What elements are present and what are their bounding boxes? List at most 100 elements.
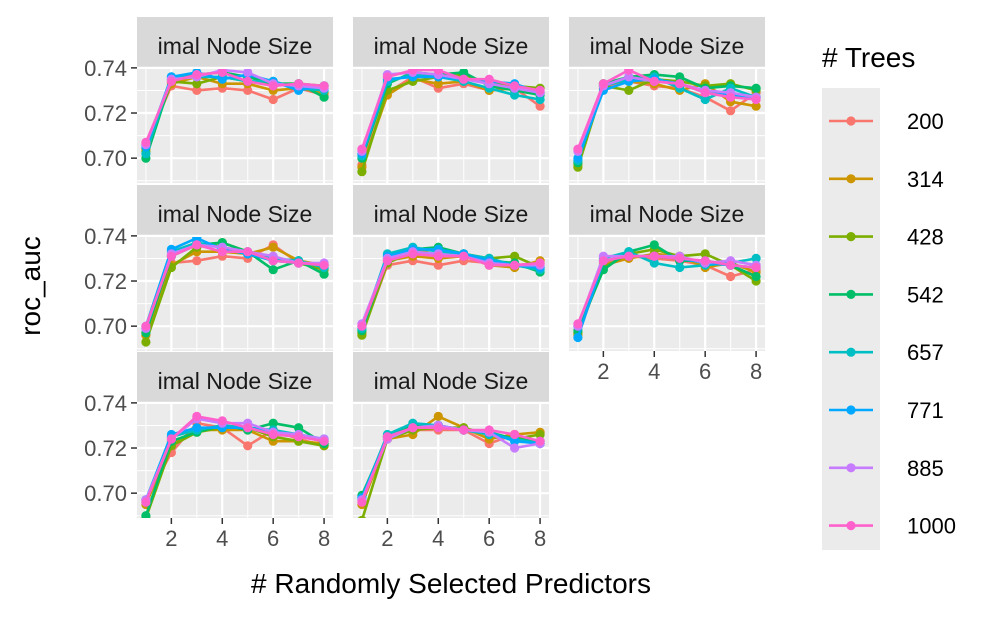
data-point	[751, 101, 761, 111]
plot-area	[141, 411, 329, 518]
facet-strip-label: imal Node Size	[158, 33, 313, 59]
data-point	[598, 79, 609, 89]
data-point	[192, 240, 202, 250]
facet-strip	[569, 17, 765, 69]
data-point	[357, 497, 367, 507]
legend-key-point	[846, 463, 856, 473]
data-point	[268, 81, 278, 91]
legend-key-background	[822, 88, 880, 550]
legend-key-point	[846, 289, 856, 299]
data-point	[675, 79, 685, 89]
legend-key-point	[846, 347, 856, 357]
data-point	[433, 69, 443, 75]
data-point	[217, 416, 227, 426]
data-point	[319, 260, 329, 270]
data-point	[535, 258, 545, 268]
data-point	[217, 74, 227, 84]
data-point	[573, 319, 583, 329]
legend-title: # Trees	[822, 42, 915, 73]
data-point	[141, 337, 151, 347]
data-point	[319, 81, 329, 91]
data-point	[243, 441, 253, 451]
data-point	[166, 434, 176, 444]
legend-key-point	[846, 405, 856, 415]
data-point	[319, 92, 329, 102]
data-point	[624, 251, 634, 261]
plot-area	[573, 240, 761, 343]
legend-entry-label: 542	[907, 282, 944, 307]
data-point	[649, 258, 659, 268]
data-point	[268, 429, 278, 440]
data-point	[141, 511, 151, 518]
data-point	[573, 144, 583, 154]
data-point	[459, 69, 469, 77]
data-point	[509, 260, 520, 270]
data-point	[484, 425, 494, 435]
legend-entry-label: 771	[907, 398, 944, 423]
data-point	[751, 94, 761, 105]
y-tick-label: 0.74	[84, 224, 127, 249]
data-point	[726, 92, 736, 102]
facet-strip	[137, 17, 333, 69]
facet-panel: imal Node Size	[353, 185, 549, 351]
data-point	[535, 436, 545, 446]
legend-entry-label: 657	[907, 340, 944, 365]
plot-area	[573, 69, 761, 172]
facet-strip-label: imal Node Size	[374, 368, 529, 394]
data-point	[319, 269, 329, 279]
data-point	[509, 443, 520, 453]
data-point	[141, 321, 151, 331]
data-point	[319, 436, 329, 446]
legend-entry-label: 885	[907, 456, 944, 481]
x-axis-title: # Randomly Selected Predictors	[251, 568, 651, 599]
plot-area	[357, 242, 545, 340]
data-point	[675, 72, 685, 82]
data-point	[649, 240, 659, 250]
data-point	[382, 432, 392, 442]
data-point	[408, 423, 418, 433]
data-point	[726, 271, 736, 282]
legend-entry-label: 1000	[907, 514, 956, 539]
y-tick-label: 0.74	[84, 56, 127, 81]
plot-area	[357, 411, 545, 518]
data-point	[408, 249, 418, 259]
data-point	[459, 74, 469, 84]
facet-strip	[137, 352, 333, 404]
data-point	[509, 81, 520, 91]
facet-strip-label: imal Node Size	[158, 201, 313, 227]
facet-strip	[137, 185, 333, 237]
data-point	[675, 253, 685, 263]
data-point	[700, 88, 710, 98]
data-point	[268, 256, 278, 266]
data-point	[675, 262, 685, 273]
facet-panel: imal Node Size	[353, 17, 549, 183]
legend-key-point	[846, 521, 856, 531]
data-point	[624, 85, 634, 95]
facet-strip	[353, 185, 549, 237]
data-point	[700, 94, 710, 105]
data-point	[382, 256, 392, 266]
facet-panel: imal Node Size 0.70 0.72 0.74 2 4 6 8	[84, 352, 333, 551]
data-point	[700, 256, 710, 266]
x-tick-label: 8	[318, 526, 330, 551]
x-tick-label: 4	[648, 359, 660, 384]
y-tick-label: 0.72	[84, 269, 127, 294]
data-point	[141, 149, 151, 159]
legend-entry-label: 428	[907, 225, 944, 250]
facet-strip-label: imal Node Size	[374, 33, 529, 59]
data-point	[700, 249, 710, 259]
legend-key-point	[846, 174, 856, 184]
facet-panel: imal Node Size 2 4 6 8	[569, 185, 765, 384]
plot-area	[141, 69, 329, 163]
data-point	[192, 411, 202, 421]
data-point	[509, 436, 520, 446]
data-point	[751, 262, 761, 273]
data-point	[243, 69, 253, 77]
x-tick-label: 4	[432, 526, 444, 551]
data-point	[268, 94, 278, 105]
data-point	[294, 423, 304, 433]
data-point	[649, 76, 659, 86]
y-tick-label: 0.72	[84, 101, 127, 126]
data-point	[294, 258, 304, 268]
